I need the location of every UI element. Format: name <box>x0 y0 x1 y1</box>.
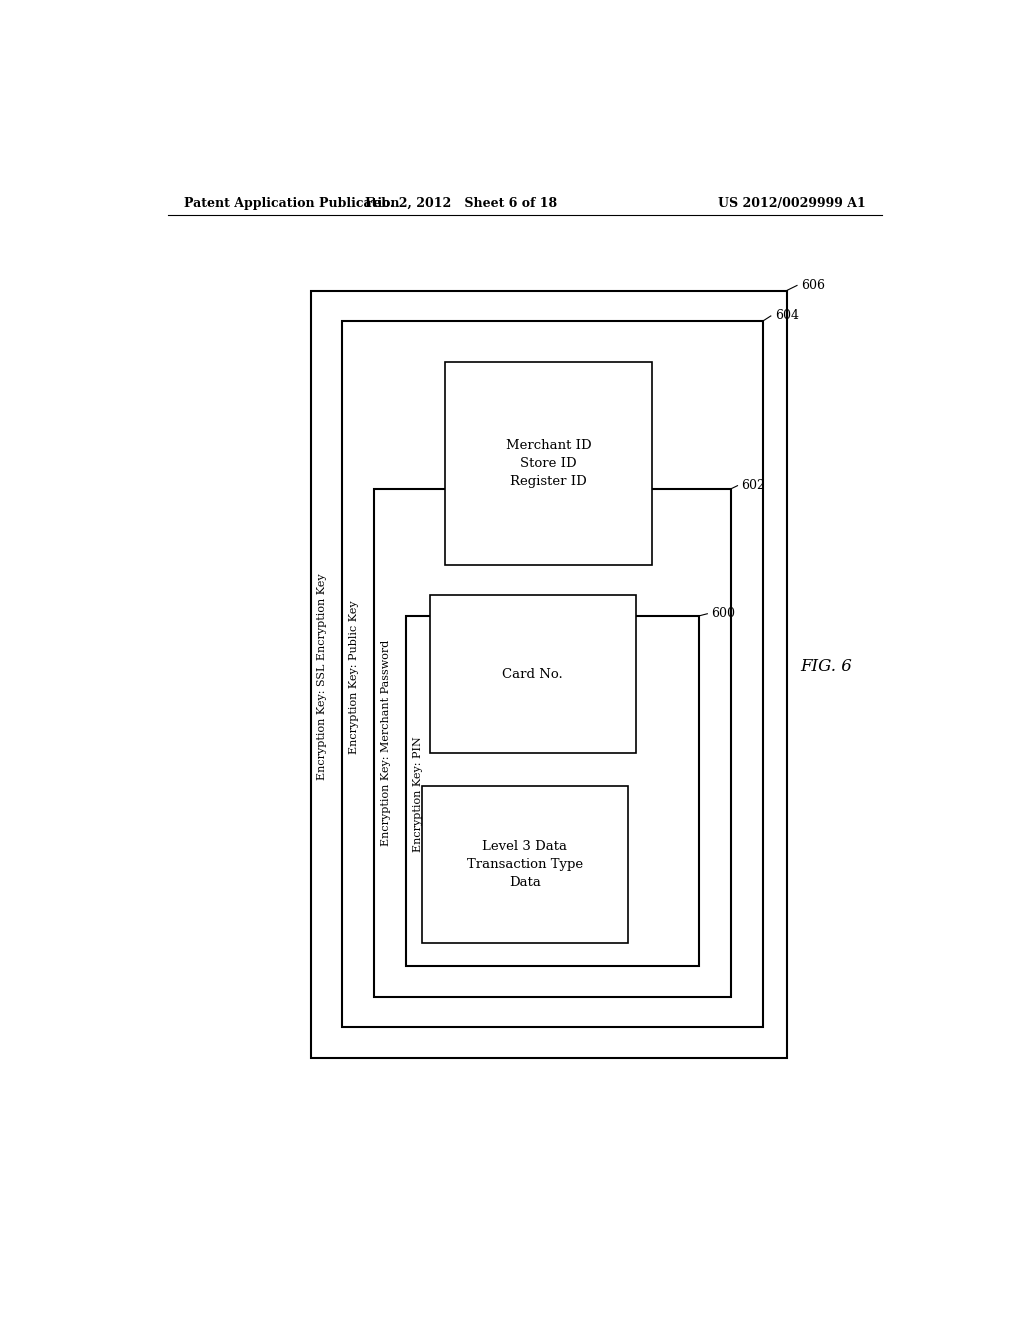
Text: 606: 606 <box>801 279 825 292</box>
Text: Encryption Key: PIN: Encryption Key: PIN <box>413 735 423 851</box>
Text: FIG. 6: FIG. 6 <box>801 659 852 675</box>
Text: Feb. 2, 2012   Sheet 6 of 18: Feb. 2, 2012 Sheet 6 of 18 <box>366 197 557 210</box>
Text: Encryption Key: Merchant Password: Encryption Key: Merchant Password <box>381 640 391 846</box>
Text: Encryption Key: SSL Encryption Key: Encryption Key: SSL Encryption Key <box>317 573 328 780</box>
Bar <box>374 488 731 997</box>
Text: Encryption Key: Public Key: Encryption Key: Public Key <box>349 601 359 754</box>
Text: Patent Application Publication: Patent Application Publication <box>183 197 399 210</box>
Text: Card No.: Card No. <box>503 668 563 681</box>
Bar <box>406 616 699 966</box>
Bar <box>342 321 763 1027</box>
Text: US 2012/0029999 A1: US 2012/0029999 A1 <box>718 197 866 210</box>
Text: 604: 604 <box>775 309 799 322</box>
Bar <box>445 362 652 565</box>
Bar <box>422 785 628 942</box>
Bar <box>310 290 786 1057</box>
Text: 600: 600 <box>712 607 735 620</box>
Text: 602: 602 <box>741 479 765 492</box>
Bar <box>430 595 636 752</box>
Text: Level 3 Data
Transaction Type
Data: Level 3 Data Transaction Type Data <box>467 840 583 888</box>
Text: Merchant ID
Store ID
Register ID: Merchant ID Store ID Register ID <box>506 438 592 488</box>
